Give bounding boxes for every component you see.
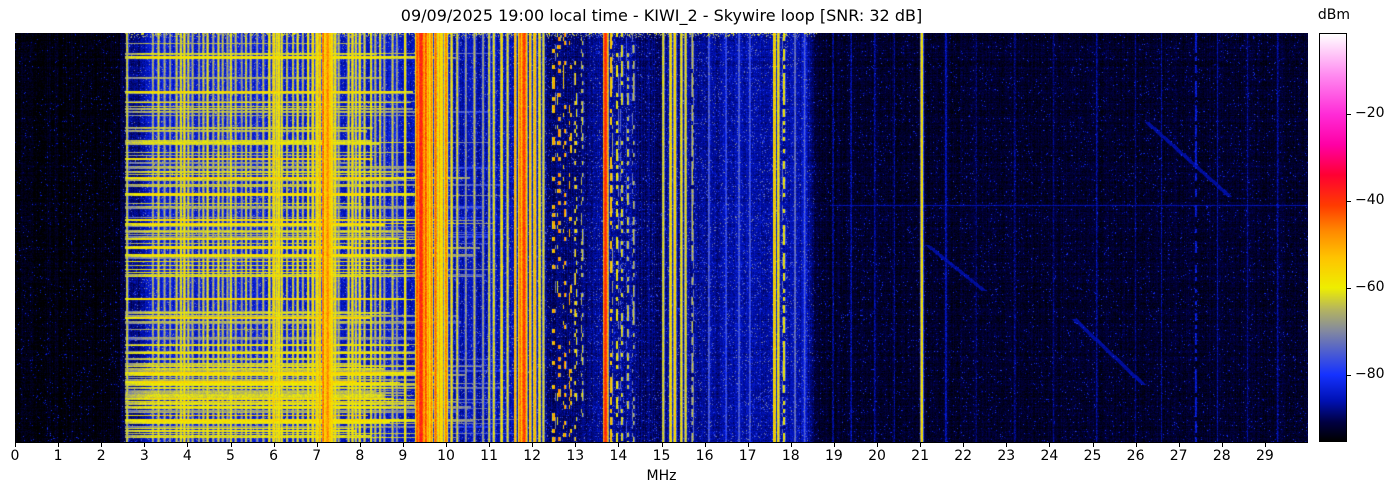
page-title: 09/09/2025 19:00 local time - KIWI_2 - S…	[400, 6, 923, 25]
x-tick-label: 19	[824, 448, 843, 464]
x-tick-label: 11	[480, 448, 498, 464]
colorbar-tick-label: −20	[1355, 104, 1385, 121]
x-tick-label: 6	[269, 448, 279, 464]
x-tick-mark	[446, 443, 447, 447]
x-tick-label: 5	[226, 448, 235, 464]
x-tick-label: 1	[53, 448, 63, 464]
x-tick-mark	[15, 443, 16, 447]
x-tick-label: 20	[868, 448, 886, 464]
x-tick-mark	[1178, 443, 1180, 447]
x-tick-mark	[1006, 443, 1008, 447]
x-tick-label: 15	[652, 448, 671, 464]
x-tick-mark	[1264, 443, 1266, 447]
x-tick-label: 16	[695, 448, 714, 464]
x-tick-mark	[747, 443, 749, 447]
x-tick-label: 12	[523, 448, 542, 464]
x-tick-label: 28	[1212, 448, 1231, 464]
colorbar-tick-mark	[1347, 288, 1351, 290]
x-tick-mark	[1135, 443, 1137, 447]
x-tick-mark	[316, 443, 318, 447]
x-tick-label: 17	[738, 448, 757, 464]
x-tick-mark	[532, 443, 534, 447]
x-tick-mark	[575, 443, 577, 447]
x-tick-label: 3	[139, 448, 149, 464]
x-tick-mark	[877, 443, 878, 447]
colorbar-tick-label: −80	[1355, 366, 1385, 383]
x-tick-mark	[230, 443, 232, 447]
x-tick-mark	[661, 443, 663, 447]
x-axis-label: MHz	[646, 468, 677, 484]
x-tick-label: 0	[10, 448, 20, 464]
x-tick-label: 23	[997, 448, 1016, 464]
x-tick-mark	[920, 443, 922, 447]
waterfall-plot	[15, 33, 1308, 442]
x-tick-mark	[144, 443, 146, 447]
colorbar-tick-mark	[1347, 113, 1351, 115]
x-tick-mark	[58, 443, 60, 447]
x-tick-mark	[704, 443, 706, 447]
x-tick-label: 26	[1126, 448, 1145, 464]
x-tick-label: 10	[437, 448, 455, 464]
x-tick-mark	[1092, 443, 1094, 447]
x-tick-label: 27	[1169, 448, 1188, 464]
waterfall-canvas	[15, 33, 1308, 442]
x-tick-mark	[833, 443, 835, 447]
x-tick-label: 22	[954, 448, 973, 464]
x-tick-mark	[1049, 443, 1051, 447]
x-tick-label: 13	[566, 448, 585, 464]
x-tick-mark	[963, 443, 965, 447]
x-tick-mark	[1221, 443, 1223, 447]
x-tick-mark	[402, 443, 404, 447]
x-axis-line	[15, 442, 1308, 443]
colorbar-tick-label: −60	[1355, 279, 1385, 296]
x-tick-label: 8	[355, 448, 365, 464]
x-tick-label: 18	[781, 448, 800, 464]
x-tick-label: 25	[1083, 448, 1102, 464]
colorbar-label: dBm	[1317, 7, 1351, 23]
x-tick-label: 24	[1040, 448, 1059, 464]
colorbar-tick-label: −40	[1355, 191, 1385, 208]
colorbar	[1319, 33, 1347, 442]
x-tick-label: 29	[1255, 448, 1274, 464]
x-tick-label: 4	[182, 448, 192, 464]
x-tick-mark	[489, 443, 491, 447]
x-tick-label: 9	[398, 448, 408, 464]
colorbar-tick-mark	[1347, 375, 1351, 377]
x-tick-label: 7	[312, 448, 322, 464]
colorbar-tick-mark	[1347, 200, 1351, 202]
x-tick-mark	[273, 443, 275, 447]
x-tick-label: 21	[911, 448, 929, 464]
x-tick-label: 14	[609, 448, 628, 464]
x-tick-mark	[101, 443, 103, 447]
x-tick-mark	[187, 443, 189, 447]
x-tick-mark	[618, 443, 620, 447]
x-tick-mark	[790, 443, 792, 447]
x-tick-label: 2	[96, 448, 106, 464]
x-tick-mark	[359, 443, 361, 447]
